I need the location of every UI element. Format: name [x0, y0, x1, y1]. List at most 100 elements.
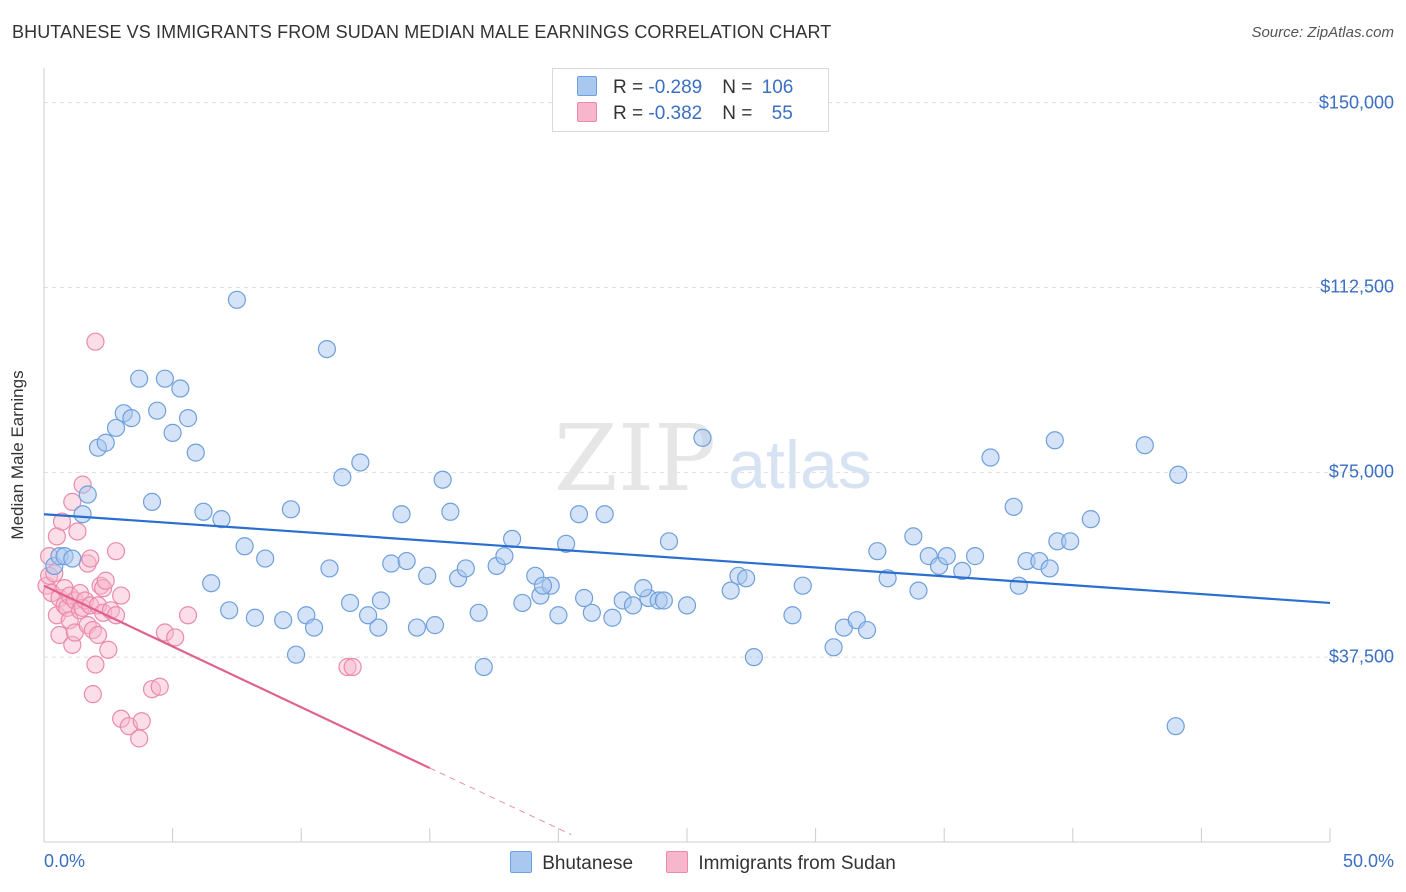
data-point-bhutanese	[441, 502, 460, 521]
data-point-bhutanese	[677, 596, 697, 615]
trend-line-sudan	[43, 584, 431, 770]
data-point-bhutanese	[953, 561, 972, 581]
data-point-bhutanese	[1081, 510, 1100, 529]
data-point-sudan	[52, 512, 72, 531]
data-point-sudan	[338, 657, 357, 677]
data-point-bhutanese	[744, 648, 763, 667]
data-point-bhutanese	[557, 534, 576, 553]
legend-swatch-bhutanese	[510, 851, 533, 873]
data-point-bhutanese	[382, 554, 401, 573]
legend-swatch-bhutanese	[577, 76, 597, 96]
data-point-bhutanese	[73, 505, 92, 524]
data-point-bhutanese	[909, 581, 928, 600]
legend-r-value: -0.289	[648, 77, 703, 98]
data-point-bhutanese	[106, 418, 126, 438]
data-point-bhutanese	[148, 401, 167, 420]
data-point-sudan	[50, 625, 69, 645]
data-point-bhutanese	[868, 542, 887, 561]
axes	[43, 68, 1331, 843]
data-point-bhutanese	[857, 620, 877, 640]
data-point-bhutanese	[163, 423, 182, 442]
data-point-bhutanese	[1169, 465, 1188, 484]
data-point-bhutanese	[392, 505, 411, 524]
data-point-bhutanese	[320, 559, 339, 578]
data-point-bhutanese	[575, 588, 594, 608]
data-point-bhutanese	[495, 547, 514, 566]
source-label: Source: ZipAtlas.com	[1251, 24, 1394, 41]
data-point-bhutanese	[333, 468, 352, 487]
data-point-bhutanese	[1045, 431, 1064, 450]
trend-lines	[43, 513, 1331, 836]
data-point-bhutanese	[783, 606, 802, 625]
data-point-bhutanese	[227, 290, 246, 309]
data-point-bhutanese	[937, 547, 956, 566]
legend-n-value: 55	[771, 103, 793, 124]
data-point-bhutanese	[474, 657, 493, 677]
legend-item-bhutanese: Bhutanese	[510, 851, 633, 875]
data-point-sudan	[83, 685, 102, 704]
legend-swatch-sudan	[666, 851, 689, 873]
data-point-sudan	[150, 677, 169, 696]
stats-legend: R = -0.289 N = 106 R = -0.382 N = 55	[552, 68, 829, 132]
data-point-bhutanese	[171, 379, 190, 398]
data-point-bhutanese	[281, 500, 301, 519]
data-point-bhutanese	[433, 470, 452, 489]
data-point-sudan	[99, 640, 118, 659]
data-point-sudan	[86, 655, 105, 674]
data-point-bhutanese	[78, 485, 97, 504]
data-point-bhutanese	[721, 581, 740, 600]
data-point-bhutanese	[1061, 532, 1080, 551]
data-point-bhutanese	[286, 645, 306, 664]
data-point-bhutanese	[793, 576, 812, 595]
data-point-bhutanese	[397, 551, 416, 571]
data-point-bhutanese	[456, 559, 475, 578]
data-point-bhutanese	[634, 579, 653, 598]
data-point-bhutanese	[569, 505, 589, 524]
data-point-sudan	[112, 709, 131, 728]
data-point-bhutanese	[371, 591, 391, 610]
data-point-bhutanese	[1004, 497, 1023, 516]
data-point-bhutanese	[533, 576, 553, 595]
data-point-bhutanese	[659, 532, 679, 551]
data-point-sudan	[155, 623, 174, 642]
watermark: ZIP atlas	[554, 405, 872, 512]
data-point-bhutanese	[1009, 576, 1028, 595]
data-point-bhutanese	[194, 502, 213, 521]
legend-row-bhutanese: R = -0.289 N = 106	[577, 76, 793, 100]
data-point-bhutanese	[407, 618, 427, 637]
data-point-bhutanese	[1135, 436, 1154, 455]
data-point-bhutanese	[425, 616, 445, 635]
series-legend: Bhutanese Immigrants from Sudan	[0, 851, 1406, 875]
data-point-sudan	[130, 729, 149, 748]
data-point-bhutanese	[965, 547, 985, 566]
data-point-bhutanese	[503, 529, 522, 548]
data-point-sudan	[166, 628, 185, 647]
legend-r-value: -0.382	[648, 103, 703, 124]
data-point-bhutanese	[878, 569, 897, 588]
data-point-bhutanese	[235, 537, 254, 556]
data-point-sudan	[132, 712, 151, 731]
data-point-bhutanese	[582, 603, 601, 622]
data-point-bhutanese	[603, 608, 622, 627]
data-point-bhutanese	[981, 448, 1000, 467]
data-point-bhutanese	[63, 549, 82, 568]
data-point-bhutanese	[202, 574, 221, 593]
data-point-bhutanese	[274, 611, 293, 630]
data-point-bhutanese	[513, 593, 532, 613]
data-point-bhutanese	[654, 591, 673, 610]
data-point-bhutanese	[904, 527, 923, 546]
data-point-sudan	[343, 657, 362, 677]
legend-label-bhutanese: Bhutanese	[542, 853, 634, 874]
chart-title: BHUTANESE VS IMMIGRANTS FROM SUDAN MEDIA…	[12, 22, 832, 42]
data-point-sudan	[112, 586, 131, 605]
data-point-sudan	[94, 579, 113, 598]
data-point-bhutanese	[824, 638, 843, 657]
legend-row-sudan: R = -0.382 N = 55	[577, 102, 793, 126]
data-point-sudan	[63, 492, 82, 511]
data-point-sudan	[106, 606, 126, 625]
data-point-bhutanese	[693, 428, 712, 447]
trend-line-bhutanese	[43, 513, 1331, 605]
data-point-bhutanese	[418, 566, 437, 585]
grid-lines	[44, 102, 1392, 658]
